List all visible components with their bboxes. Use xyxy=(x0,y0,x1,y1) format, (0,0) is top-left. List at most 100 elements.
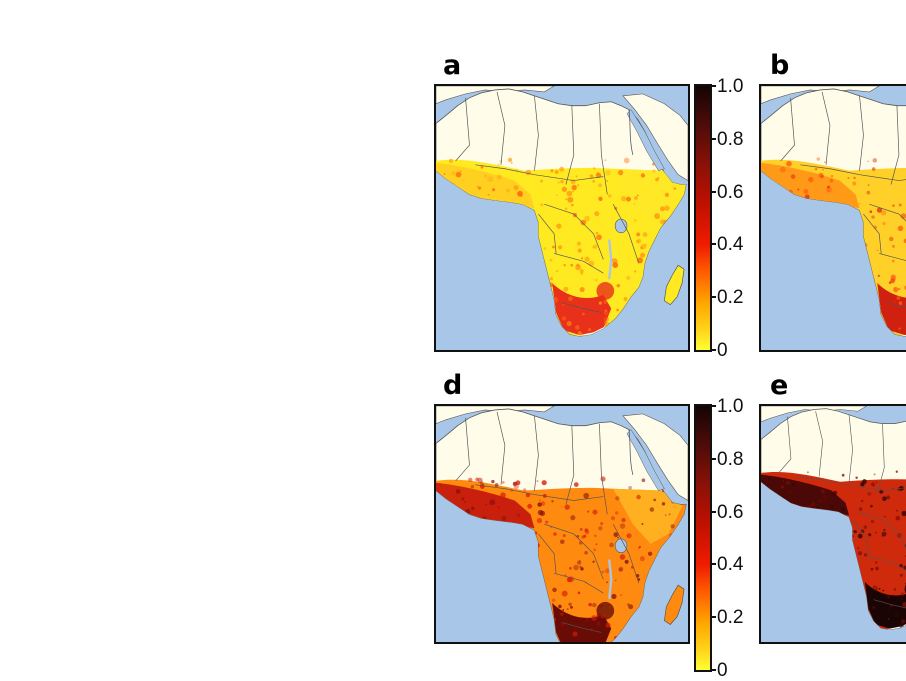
risk-speckle xyxy=(596,234,602,240)
risk-speckle xyxy=(562,316,566,320)
colorbar-tick-label: 0 xyxy=(717,661,728,680)
risk-speckle xyxy=(572,185,577,190)
map-panel-b xyxy=(759,84,906,352)
colorbar-tick-label: 0.2 xyxy=(717,288,743,307)
risk-speckle xyxy=(892,260,895,263)
risk-speckle xyxy=(781,485,784,488)
risk-speckle xyxy=(563,534,566,537)
risk-speckle xyxy=(491,480,494,483)
colorbar-tick-label: 0.8 xyxy=(717,130,743,149)
risk-speckle xyxy=(557,181,559,183)
risk-speckle xyxy=(898,288,900,290)
risk-speckle xyxy=(606,581,608,583)
risk-speckle xyxy=(894,588,897,591)
risk-speckle xyxy=(486,515,488,517)
risk-speckle xyxy=(625,560,629,564)
risk-speckle xyxy=(487,176,493,182)
risk-speckle xyxy=(539,500,541,502)
risk-speckle xyxy=(591,615,597,621)
risk-speckle xyxy=(501,516,506,521)
risk-speckle xyxy=(875,532,877,534)
risk-speckle xyxy=(896,510,898,512)
risk-speckle xyxy=(807,472,808,473)
colorbar-tick xyxy=(711,85,716,87)
risk-speckle xyxy=(508,158,512,162)
risk-speckle xyxy=(451,171,455,175)
risk-speckle xyxy=(894,287,897,290)
risk-speckle xyxy=(552,246,555,249)
risk-speckle xyxy=(550,277,553,280)
panel-label-b: b xyxy=(770,52,789,79)
risk-speckle xyxy=(596,232,599,235)
colorbar-tick xyxy=(711,138,716,140)
risk-speckle xyxy=(901,619,905,623)
risk-speckle xyxy=(537,502,541,506)
risk-speckle xyxy=(803,189,808,194)
colorbar-tick-label: 0.2 xyxy=(717,608,743,627)
risk-speckle xyxy=(593,548,596,551)
risk-speckle xyxy=(609,606,611,608)
risk-speckle xyxy=(562,187,567,192)
risk-speckle xyxy=(602,571,605,574)
risk-speckle xyxy=(593,561,595,563)
risk-speckle xyxy=(624,297,628,301)
risk-speckle xyxy=(870,505,873,508)
risk-speckle xyxy=(549,259,552,262)
risk-speckle xyxy=(552,598,556,602)
risk-speckle xyxy=(886,495,890,499)
risk-speckle xyxy=(830,505,834,509)
risk-speckle xyxy=(596,543,598,545)
risk-speckle xyxy=(870,210,873,213)
risk-speckle xyxy=(875,561,877,563)
risk-speckle xyxy=(867,492,871,496)
risk-speckle xyxy=(787,481,790,484)
risk-speckle xyxy=(487,194,489,196)
risk-speckle xyxy=(899,301,903,305)
risk-speckle xyxy=(603,300,607,304)
risk-speckle xyxy=(468,478,472,482)
risk-speckle xyxy=(888,618,890,620)
risk-speckle xyxy=(879,588,881,590)
risk-speckle xyxy=(562,591,568,597)
map-panel-e xyxy=(759,404,906,644)
africa-map-b xyxy=(761,86,906,350)
risk-speckle xyxy=(523,488,527,492)
risk-speckle xyxy=(485,503,487,505)
risk-speckle xyxy=(881,210,886,215)
risk-speckle xyxy=(637,239,641,243)
risk-speckle xyxy=(637,195,639,197)
risk-speckle xyxy=(598,197,602,201)
risk-speckle xyxy=(872,606,875,609)
risk-speckle xyxy=(636,232,640,236)
risk-speckle xyxy=(641,523,643,525)
risk-speckle xyxy=(449,159,453,163)
risk-speckle xyxy=(592,180,595,183)
risk-speckle xyxy=(873,158,878,163)
risk-speckle xyxy=(579,560,581,562)
risk-speckle xyxy=(662,502,665,505)
risk-speckle xyxy=(559,167,564,172)
colorbar-tick xyxy=(711,191,716,193)
risk-speckle xyxy=(592,510,597,515)
risk-speckle xyxy=(583,493,589,499)
risk-speckle xyxy=(618,171,623,176)
risk-speckle xyxy=(439,484,441,486)
risk-speckle xyxy=(582,313,585,316)
risk-speckle xyxy=(520,519,525,524)
risk-speckle xyxy=(634,219,637,222)
risk-speckle xyxy=(570,515,575,520)
risk-speckle xyxy=(611,516,615,520)
risk-speckle xyxy=(598,183,602,187)
risk-speckle xyxy=(526,170,532,176)
risk-speckle xyxy=(478,187,481,190)
risk-speckle xyxy=(871,482,875,486)
colorbar-tick-label: 1.0 xyxy=(717,397,743,416)
risk-speckle xyxy=(594,535,596,537)
risk-speckle xyxy=(593,244,598,249)
risk-speckle xyxy=(621,196,627,202)
risk-speckle xyxy=(562,609,564,611)
risk-speckle xyxy=(624,158,630,164)
colorbar-tick-label: 0 xyxy=(717,341,728,360)
risk-speckle xyxy=(596,613,602,619)
risk-speckle xyxy=(502,481,505,484)
